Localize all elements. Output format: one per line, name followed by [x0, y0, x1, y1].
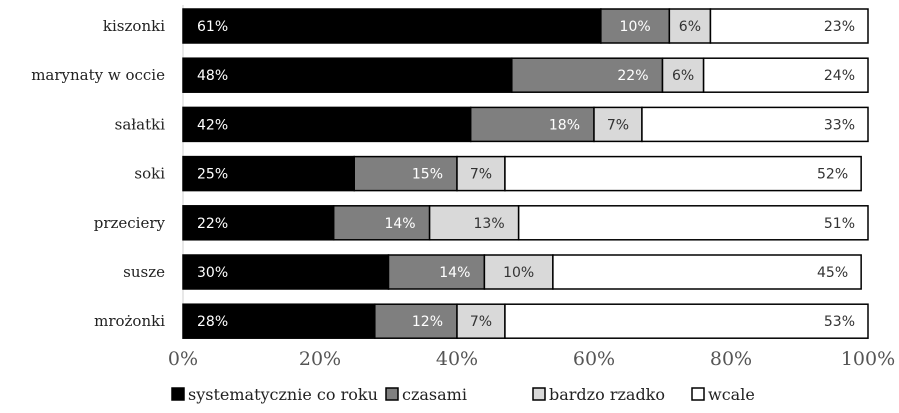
legend-label: systematycznie co roku: [188, 385, 378, 404]
legend: systematycznie co roku czasami bardzo rzad…: [171, 385, 755, 404]
bar-segment-soki-s0: [182, 155, 355, 192]
legend-swatch: [171, 387, 185, 401]
value-label: 52%: [817, 167, 848, 183]
value-label: 15%: [412, 167, 443, 183]
bar-segment-susze-s1: [387, 254, 486, 290]
value-label: 45%: [817, 265, 848, 281]
bar-segment-mrożonki-s0: [182, 303, 376, 339]
value-label: 7%: [470, 314, 492, 330]
legend-swatch: [385, 387, 399, 401]
bars-layer: 61% 10% 6% 23% 48% 22% 6% 24% 42% 18% 7% 33% 25% 15% 7…: [182, 5, 869, 339]
category-label: kiszonki: [103, 17, 165, 35]
category-label: mrożonki: [94, 312, 165, 330]
bar-segment-sałatki-s2: [593, 106, 643, 143]
value-label: 51%: [824, 216, 855, 232]
bar-segment-przeciery-s1: [332, 205, 431, 241]
value-label: 42%: [197, 117, 228, 133]
bar-segment-mrożonki-s1: [374, 303, 458, 339]
legend-label: bardzo rzadko: [549, 385, 665, 404]
x-tick-label: 100%: [841, 348, 895, 370]
value-label: 12%: [412, 314, 443, 330]
x-tick-label: 20%: [299, 348, 341, 370]
x-tick-label: 0%: [168, 348, 198, 370]
legend-swatch: [691, 387, 705, 401]
bar-segment-mrożonki-s3: [504, 303, 869, 339]
legend-swatch: [532, 387, 546, 401]
bar-segment-kiszonki-s2: [668, 8, 712, 44]
value-label: 61%: [197, 19, 228, 35]
bar-segment-przeciery-s3: [517, 205, 869, 241]
x-tick-label: 60%: [573, 348, 615, 370]
category-label: przeciery: [94, 214, 166, 232]
value-label: 24%: [824, 68, 855, 84]
bar-segment-susze-s2: [483, 254, 554, 290]
value-label: 14%: [384, 216, 415, 232]
value-label: 22%: [617, 68, 648, 84]
category-label: marynaty w occie: [31, 66, 165, 84]
value-label: 53%: [824, 314, 855, 330]
bar-segment-kiszonki-s0: [182, 8, 602, 44]
value-label: 18%: [549, 117, 580, 133]
value-label: 10%: [503, 265, 534, 281]
legend-label: czasami: [402, 385, 467, 404]
category-label: soki: [134, 165, 165, 183]
value-label: 23%: [824, 19, 855, 35]
bar-segment-marynaty-w-occie-s3: [702, 57, 869, 93]
bar-segment-przeciery-s2: [428, 205, 520, 241]
value-label: 6%: [679, 19, 701, 35]
bar-segment-przeciery-s0: [182, 205, 335, 241]
value-label: 22%: [197, 216, 228, 232]
value-label: 30%: [197, 265, 228, 281]
value-label: 14%: [439, 265, 470, 281]
bar-segment-kiszonki-s3: [709, 8, 869, 44]
x-tick-label: 80%: [710, 348, 752, 370]
legend-label: wcale: [708, 385, 755, 404]
category-label: susze: [123, 263, 165, 281]
bar-segment-soki-s3: [504, 155, 862, 192]
value-label: 48%: [197, 68, 228, 84]
category-label: sałatki: [115, 115, 166, 133]
value-label: 28%: [197, 314, 228, 330]
x-tick-label: 40%: [436, 348, 478, 370]
value-label: 7%: [607, 117, 629, 133]
bar-segment-susze-s0: [182, 254, 390, 290]
value-label: 10%: [620, 19, 651, 35]
value-label: 13%: [474, 216, 505, 232]
bar-segment-marynaty-w-occie-s0: [182, 57, 513, 93]
value-label: 25%: [197, 167, 228, 183]
bar-segment-susze-s3: [552, 254, 862, 290]
value-label: 6%: [672, 68, 694, 84]
x-axis-ticks: 0% 20% 40% 60% 80% 100%: [168, 348, 895, 370]
category-labels: kiszonki marynaty w occie sałatki soki przec…: [31, 17, 165, 330]
value-label: 7%: [470, 167, 492, 183]
value-label: 33%: [824, 117, 855, 133]
bar-segment-sałatki-s3: [641, 106, 869, 143]
